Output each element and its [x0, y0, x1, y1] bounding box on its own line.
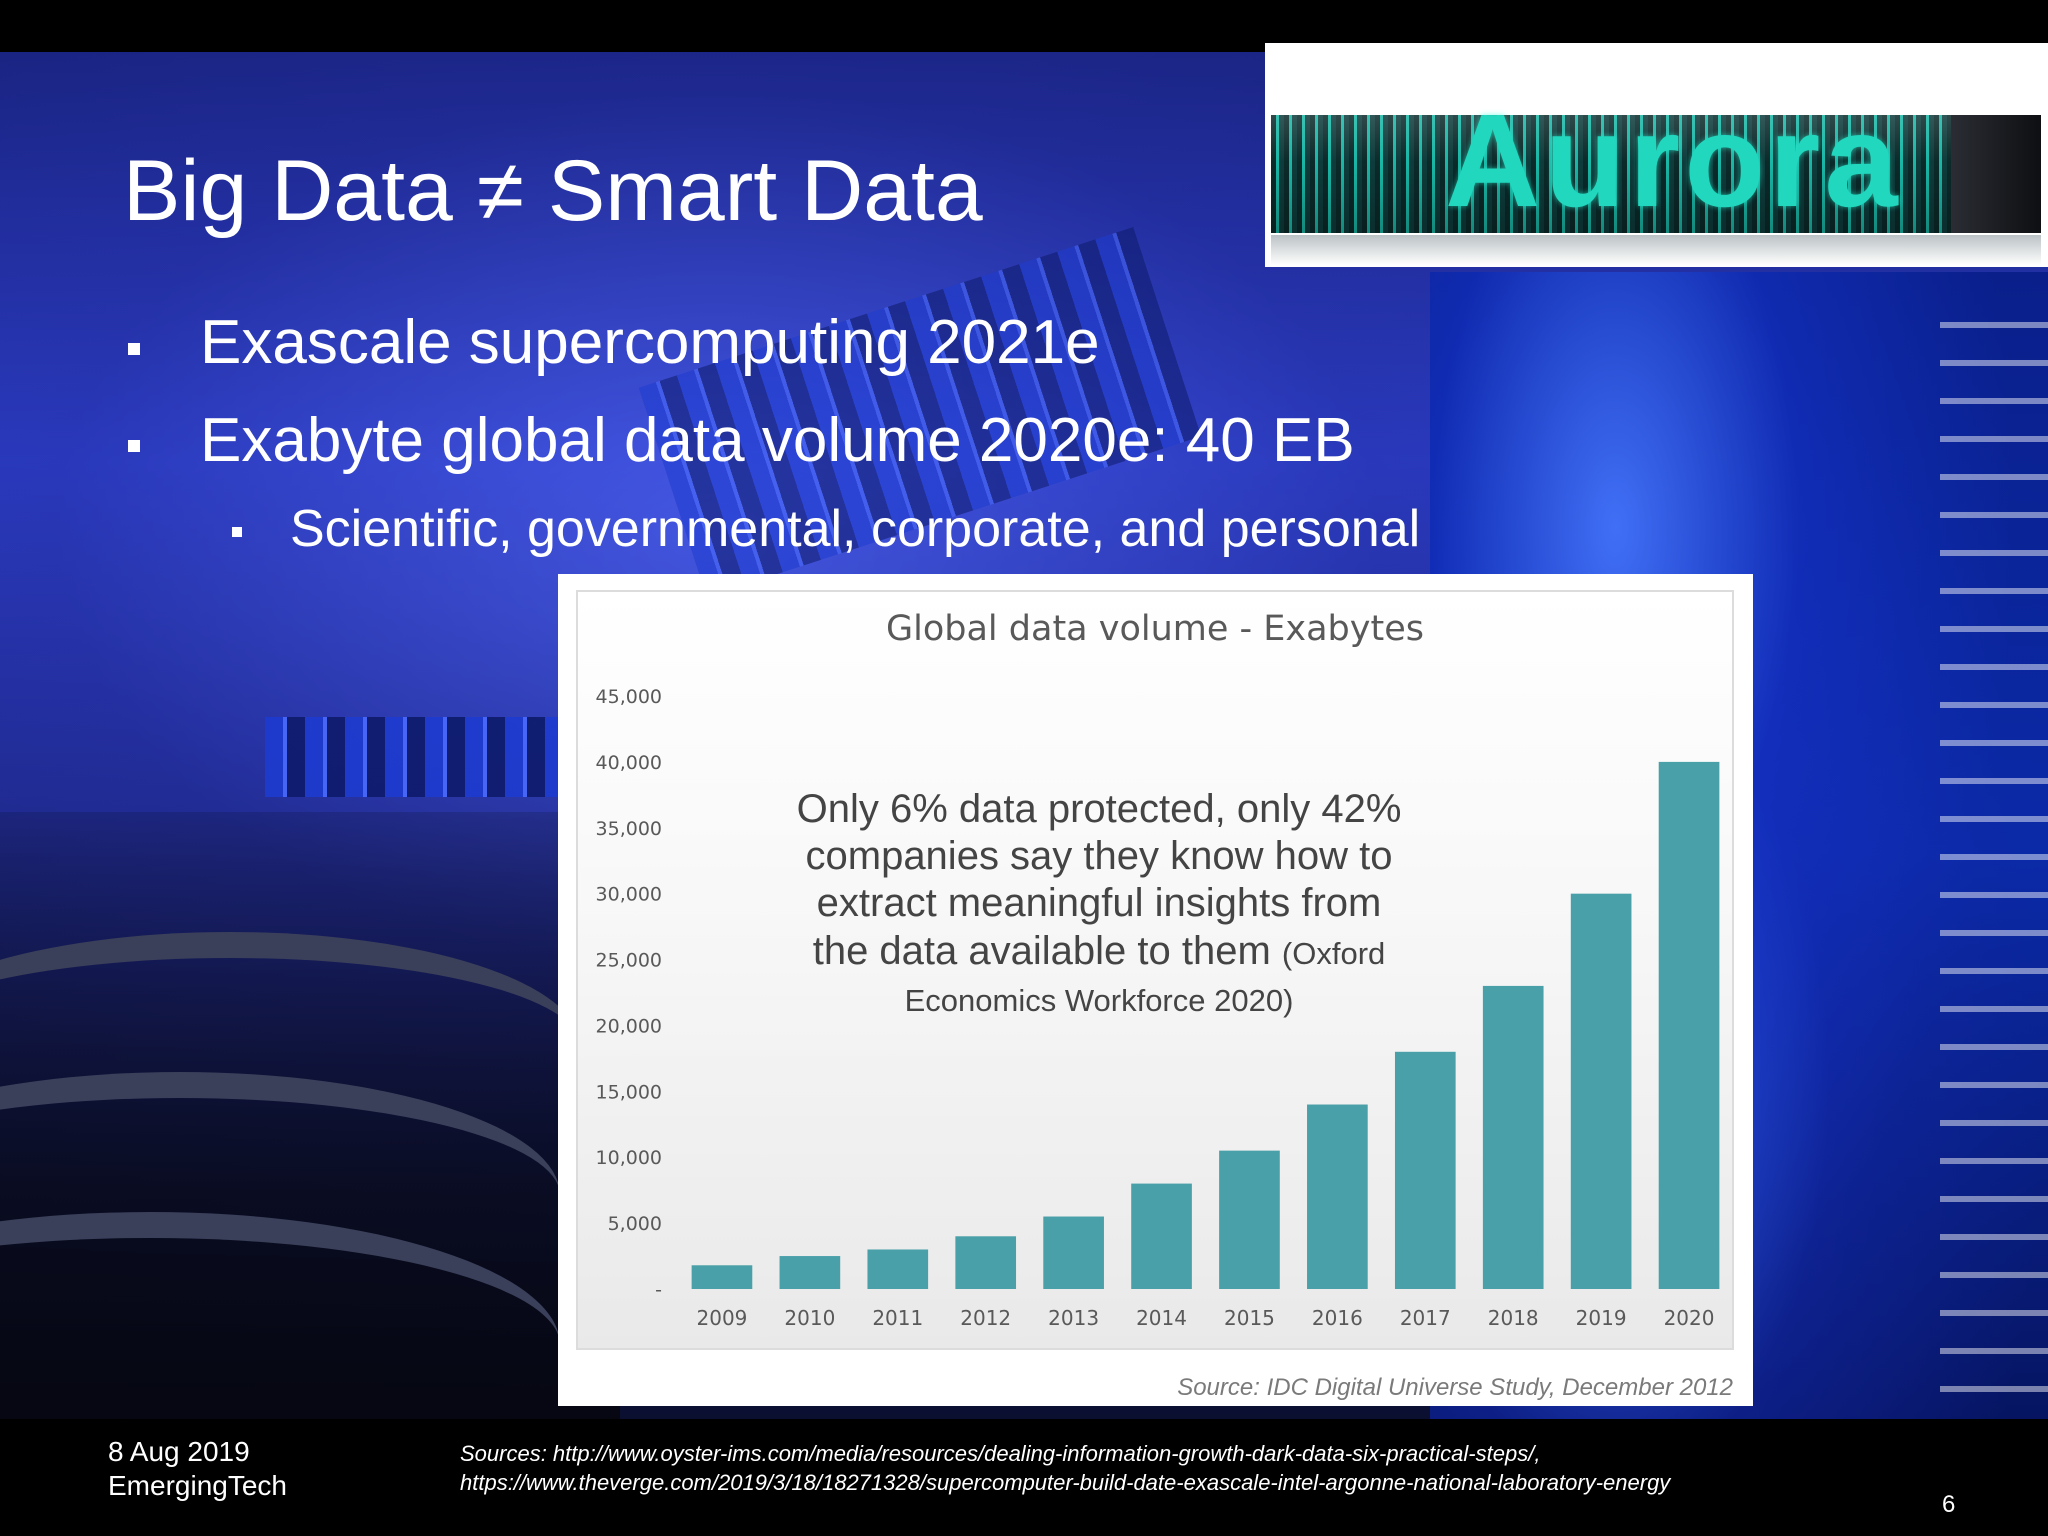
bullet-icon — [128, 343, 140, 355]
y-tick-label: 40,000 — [596, 752, 662, 774]
bar-2009 — [691, 1265, 753, 1289]
sub-bullet-scientific: Scientific, governmental, corporate, and… — [290, 500, 1421, 558]
bar-2015 — [1219, 1150, 1280, 1289]
annotation-main: Only 6% data protected, only 42% compani… — [796, 787, 1402, 973]
bar-2020 — [1658, 761, 1720, 1289]
bullet-exascale: Exascale supercomputing 2021e — [200, 308, 1100, 377]
footer-sources-line-2[interactable]: https://www.theverge.com/2019/3/18/18271… — [460, 1470, 1671, 1495]
footer-bar — [0, 1419, 2048, 1536]
chart-panel: Global data volume - Exabytes - 5,000 10,0… — [558, 574, 1753, 1406]
x-tick-label: 2010 — [784, 1306, 835, 1330]
aurora-rack — [1271, 115, 2041, 233]
x-tick-label: 2020 — [1664, 1306, 1715, 1330]
bullet-icon — [128, 440, 140, 452]
bar-2014 — [1131, 1183, 1192, 1289]
y-tick-label: 20,000 — [596, 1015, 662, 1037]
y-tick-label: 5,000 — [608, 1213, 662, 1235]
footer-org: EmergingTech — [108, 1470, 287, 1501]
bar-2016 — [1307, 1104, 1368, 1289]
bar-2013 — [1043, 1216, 1104, 1289]
x-tick-label: 2018 — [1488, 1306, 1539, 1330]
page-title: Big Data ≠ Smart Data — [123, 143, 983, 239]
bars — [691, 761, 1720, 1289]
annotation-citation: (Oxford Economics Workforce 2020) — [904, 935, 1386, 1018]
x-tick-label: 2011 — [872, 1306, 923, 1330]
chart-title: Global data volume - Exabytes — [886, 609, 1424, 649]
control-room-screens — [265, 717, 565, 797]
y-tick-label: 15,000 — [596, 1081, 662, 1103]
bar-2011 — [867, 1249, 929, 1289]
chart-annotation: Only 6% data protected, only 42% compani… — [796, 786, 1402, 1022]
bar-2012 — [955, 1236, 1017, 1289]
footer-sources-line-1[interactable]: Sources: http://www.oyster-ims.com/media… — [460, 1441, 1541, 1466]
slide-number: 6 — [1942, 1491, 1956, 1518]
footer-date: 8 Aug 2019 — [108, 1436, 250, 1467]
aurora-supercomputer-image: Aurora — [1265, 43, 2048, 267]
y-tick-label: - — [655, 1279, 662, 1301]
bar-2010 — [779, 1256, 841, 1289]
sub-bullet-icon — [232, 527, 242, 537]
x-tick-label: 2015 — [1224, 1306, 1275, 1330]
chart-source: Source: IDC Digital Universe Study, Dece… — [1177, 1374, 1733, 1401]
x-tick-label: 2016 — [1312, 1306, 1363, 1330]
y-tick-label: 35,000 — [596, 818, 662, 840]
x-tick-label: 2012 — [960, 1306, 1011, 1330]
x-tick-label: 2019 — [1576, 1306, 1627, 1330]
bar-2019 — [1570, 893, 1632, 1289]
y-tick-label: 25,000 — [596, 950, 662, 972]
x-tick-label: 2009 — [697, 1306, 748, 1330]
aurora-reflection — [1271, 235, 2041, 265]
bar-chart: Global data volume - Exabytes - 5,000 10,0… — [596, 609, 1720, 1330]
x-tick-label: 2013 — [1048, 1306, 1099, 1330]
bar-2018 — [1482, 985, 1544, 1289]
y-axis: - 5,000 10,000 15,000 20,000 25,000 30,000 35,0… — [596, 686, 662, 1301]
bar-2017 — [1394, 1051, 1456, 1289]
x-tick-label: 2017 — [1400, 1306, 1451, 1330]
y-tick-label: 10,000 — [596, 1147, 662, 1169]
aurora-rack-end — [1951, 115, 2041, 233]
x-tick-label: 2014 — [1136, 1306, 1187, 1330]
x-axis: 2009 2010 2011 2012 2013 2014 2015 2016 2017 2018… — [697, 1306, 1715, 1330]
y-tick-label: 45,000 — [596, 686, 662, 708]
aurora-logo-text: Aurora — [1445, 87, 1902, 234]
y-tick-label: 30,000 — [596, 884, 662, 906]
board-list-display — [1940, 322, 2048, 1419]
bullet-exabyte: Exabyte global data volume 2020e: 40 EB — [200, 406, 1355, 475]
